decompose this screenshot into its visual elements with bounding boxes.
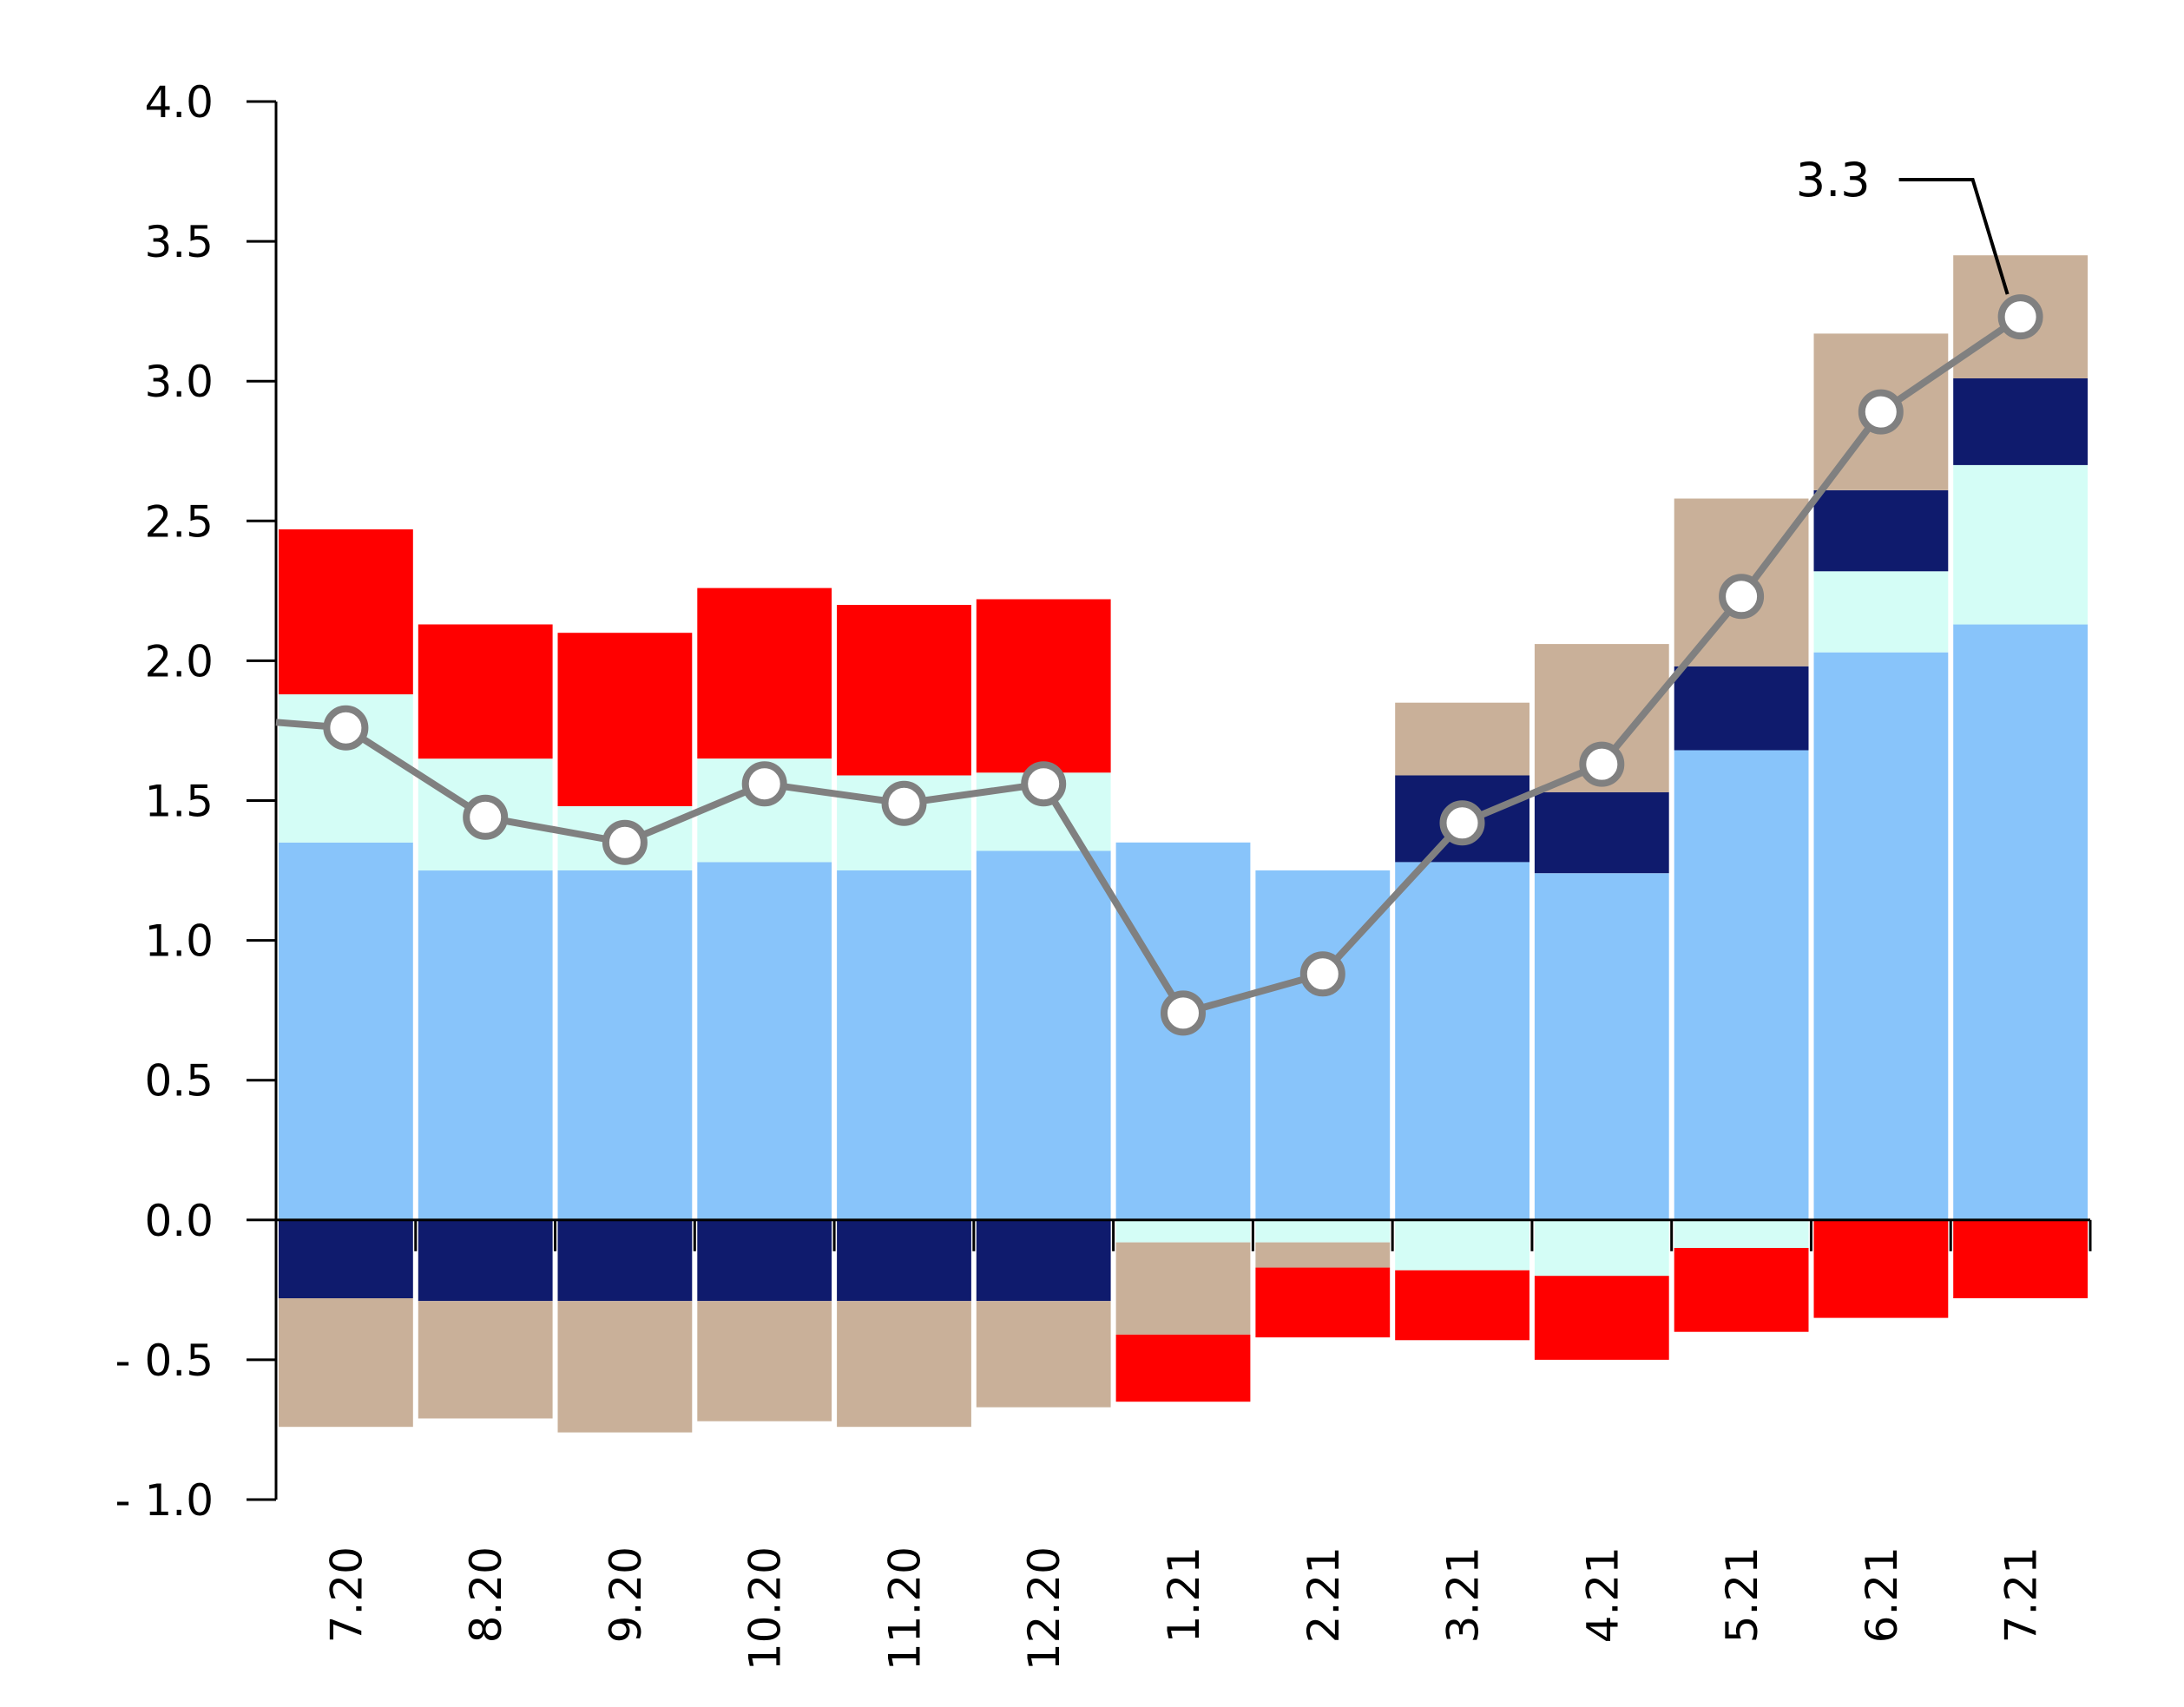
y-tick-label: 0.0 [144, 1196, 214, 1246]
bar-segment-10.20-2 [697, 1219, 832, 1302]
bar-segment-7.20-4 [279, 529, 413, 695]
bar-segment-8.20-3 [418, 1301, 553, 1419]
y-tick-label: 2.0 [144, 636, 214, 686]
bar-segment-10.20-3 [697, 1301, 832, 1421]
bar-segment-1.21-4 [1115, 1334, 1251, 1402]
y-tick-label: 3.5 [144, 217, 214, 267]
bar-segment-2.21-1 [1255, 1219, 1391, 1243]
y-tick-label: 4.0 [144, 77, 214, 128]
annotation-label: 3.3 [1796, 153, 1871, 207]
bar-segment-4.21-4 [1534, 1276, 1669, 1360]
bar-segment-5.21-0 [1674, 750, 1809, 1220]
x-tick-label: 5.21 [1717, 1546, 1767, 1643]
bar-segment-1.21-1 [1115, 1219, 1251, 1243]
annotation-leader-line [1898, 178, 2010, 295]
bar-segment-12.20-4 [976, 599, 1111, 773]
axes-layer: 4.0 3.5 3.0 2.5 2.0 1.5 1.0 0.5 0.0 - 0.5 - 1.0 [115, 77, 2092, 1526]
line-point-12.20 [1021, 761, 1067, 807]
x-tick-label: 10.20 [740, 1546, 791, 1671]
bars-layer [279, 255, 2088, 1433]
bar-segment-9.20-3 [557, 1301, 693, 1433]
x-tick-label: 3.21 [1438, 1546, 1489, 1643]
line-point-4.21 [1579, 741, 1625, 787]
bar-segment-2.21-3 [1255, 1242, 1391, 1268]
x-tick-label: 2.21 [1299, 1546, 1349, 1643]
bar-segment-12.20-2 [976, 1219, 1111, 1302]
bar-segment-1.21-3 [1115, 1242, 1251, 1335]
y-tick-label: 0.5 [144, 1056, 214, 1106]
y-tick-label: 2.5 [144, 496, 214, 547]
bar-segment-3.21-4 [1395, 1270, 1529, 1341]
line-layer [275, 294, 2043, 1036]
bar-segment-11.20-0 [837, 870, 971, 1220]
bar-segment-7.21-2 [1953, 378, 2088, 465]
y-tick-label: - 0.5 [115, 1336, 214, 1386]
bar-segment-12.20-3 [976, 1301, 1111, 1408]
bar-segment-7.20-3 [279, 1298, 413, 1428]
bar-segment-8.20-4 [418, 624, 553, 759]
x-tick-label: 1.21 [1159, 1546, 1209, 1643]
x-tick-label: 11.20 [879, 1546, 930, 1671]
line-point-9.20 [602, 819, 648, 865]
bar-segment-9.20-2 [557, 1219, 693, 1302]
bar-segment-8.20-0 [418, 870, 553, 1220]
bar-segment-12.20-0 [976, 850, 1111, 1220]
x-tick-label: 8.20 [461, 1546, 511, 1643]
x-tick-label: 7.21 [1997, 1546, 2047, 1643]
bar-segment-3.21-3 [1395, 702, 1529, 776]
x-tick-label: 6.21 [1857, 1546, 1907, 1643]
labels-layer: 7.20 8.20 9.20 10.20 11.20 12.20 1.21 2.21 3.21 4… [321, 153, 2046, 1671]
bar-segment-11.20-4 [837, 605, 971, 776]
line-point-6.21 [1858, 389, 1904, 435]
line-point-5.21 [1719, 574, 1765, 620]
bar-segment-5.21-2 [1674, 666, 1809, 751]
bar-segment-6.21-1 [1813, 571, 1949, 653]
line-point-1.21 [1161, 990, 1206, 1036]
y-tick-label: 1.0 [144, 916, 214, 967]
line-point-10.20 [741, 761, 787, 807]
bar-segment-7.21-0 [1953, 624, 2088, 1220]
bar-segment-4.21-2 [1534, 791, 1669, 874]
x-tick-label: 4.21 [1577, 1546, 1628, 1643]
bar-segment-6.21-0 [1813, 652, 1949, 1220]
y-tick-label: 1.5 [144, 777, 214, 827]
bar-segment-10.20-0 [697, 862, 832, 1220]
bar-segment-8.20-2 [418, 1219, 553, 1302]
line-point-11.20 [881, 780, 927, 826]
bar-segment-11.20-2 [837, 1219, 971, 1302]
bar-segment-3.21-1 [1395, 1219, 1529, 1270]
bar-segment-7.20-0 [279, 842, 413, 1220]
y-tick-label: - 1.0 [115, 1475, 214, 1526]
bar-segment-7.21-4 [1953, 1219, 2088, 1298]
x-tick-label: 12.20 [1019, 1546, 1069, 1671]
bar-segment-11.20-3 [837, 1301, 971, 1428]
bar-segment-6.21-4 [1813, 1219, 1949, 1318]
x-tick-label: 7.20 [321, 1546, 372, 1643]
line-point-7.20 [323, 705, 369, 751]
bar-segment-6.21-2 [1813, 489, 1949, 572]
line-point-3.21 [1439, 800, 1485, 846]
bar-segment-2.21-4 [1255, 1267, 1391, 1338]
y-tick-label: 3.0 [144, 357, 214, 407]
x-tick-label: 9.20 [601, 1546, 651, 1643]
bar-segment-5.21-4 [1674, 1248, 1809, 1332]
bar-segment-10.20-4 [697, 588, 832, 759]
bar-segment-5.21-1 [1674, 1219, 1809, 1248]
bar-segment-3.21-0 [1395, 862, 1529, 1220]
bar-segment-9.20-4 [557, 633, 693, 806]
line-point-7.21 [1997, 294, 2043, 340]
bar-segment-4.21-1 [1534, 1219, 1669, 1277]
bar-segment-7.21-1 [1953, 464, 2088, 625]
line-point-8.20 [463, 794, 509, 840]
line-series [275, 313, 2023, 1017]
bar-segment-7.20-2 [279, 1219, 413, 1298]
bar-segment-9.20-0 [557, 870, 693, 1220]
line-point-2.21 [1299, 951, 1345, 997]
bar-segment-4.21-0 [1534, 873, 1669, 1220]
